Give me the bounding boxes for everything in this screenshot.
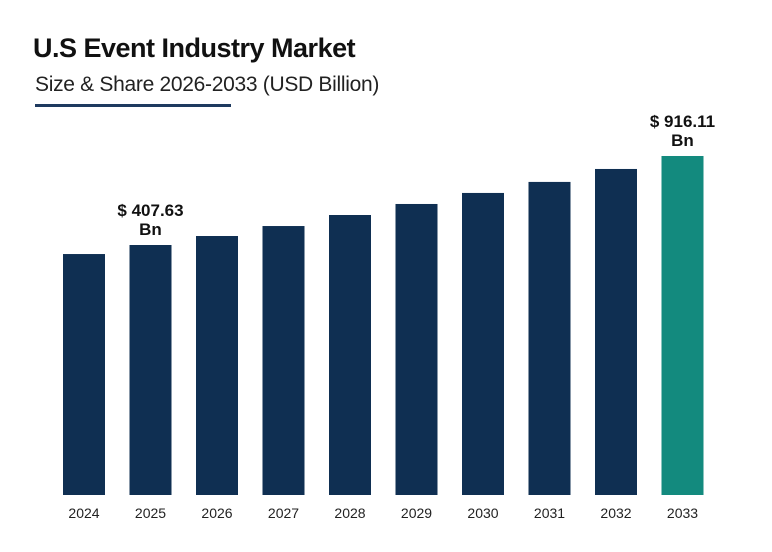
chart-subtitle: Size & Share 2026-2033 (USD Billion) <box>35 73 380 96</box>
bar-2032 <box>595 168 637 495</box>
bar-2033 <box>661 155 704 495</box>
bar-2027 <box>262 226 305 495</box>
bar-2030 <box>462 192 504 495</box>
title-underline <box>35 104 231 107</box>
data-label-value: $ 916.11 <box>650 112 715 131</box>
data-label-unit: Bn <box>671 131 694 150</box>
x-tick-label: 2031 <box>534 505 565 521</box>
x-tick-label: 2032 <box>600 505 631 521</box>
bar-2031 <box>528 181 571 495</box>
x-tick-label: 2026 <box>201 505 232 521</box>
bar-2026 <box>196 236 238 495</box>
data-label-value: $ 407.63 <box>117 201 183 220</box>
chart-title: U.S Event Industry Market <box>33 33 356 63</box>
data-label-unit: Bn <box>139 220 162 239</box>
x-tick-label: 2024 <box>68 505 99 521</box>
bar-2028 <box>329 215 371 496</box>
x-tick-label: 2030 <box>467 505 498 521</box>
x-tick-label: 2027 <box>268 505 299 521</box>
x-tick-label: 2025 <box>135 505 166 521</box>
bar-2029 <box>395 203 438 495</box>
bar-2025 <box>129 245 172 495</box>
x-tick-label: 2033 <box>667 505 698 521</box>
x-tick-label: 2029 <box>401 505 432 521</box>
bar-2024 <box>63 254 105 495</box>
x-tick-label: 2028 <box>334 505 365 521</box>
